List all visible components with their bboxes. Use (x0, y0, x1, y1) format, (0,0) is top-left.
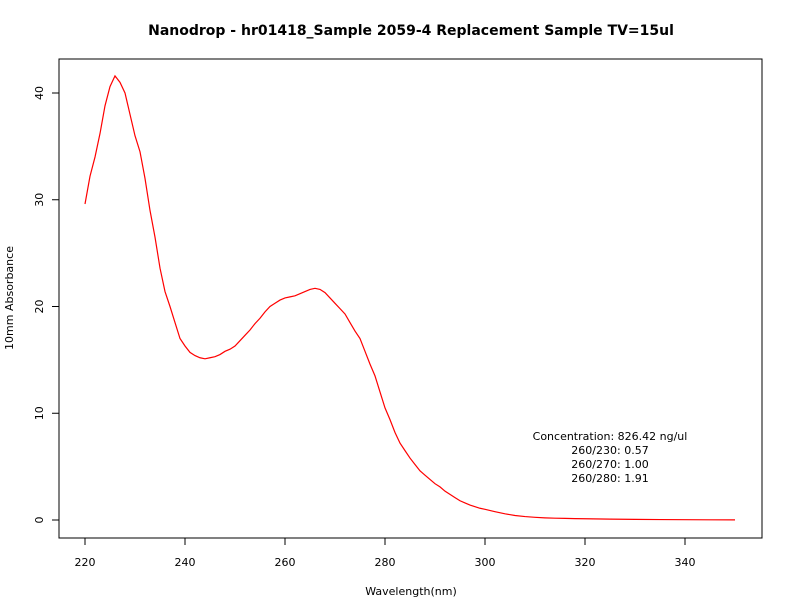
x-tick-label: 320 (575, 556, 596, 569)
x-tick-label: 300 (475, 556, 496, 569)
x-tick-label: 220 (75, 556, 96, 569)
x-tick-label: 240 (175, 556, 196, 569)
concentration-text: Concentration: 826.42 ng/ul (533, 430, 688, 443)
x-axis-label: Wavelength(nm) (365, 585, 457, 598)
y-tick-label: 20 (33, 300, 46, 314)
x-tick-label: 340 (675, 556, 696, 569)
y-tick-label: 30 (33, 193, 46, 207)
absorbance-series-line (84, 74, 736, 521)
y-axis-ticks: 0 10 20 30 40 (33, 86, 59, 524)
sample-metrics: Concentration: 826.42 ng/ul 260/230: 0.5… (533, 430, 688, 485)
series-group (84, 74, 736, 521)
x-axis-ticks: 220 240 260 280 300 320 340 (75, 538, 696, 569)
ratio-260-230-text: 260/230: 0.57 (571, 444, 648, 457)
y-tick-label: 40 (33, 86, 46, 100)
chart-title: Nanodrop - hr01418_Sample 2059-4 Replace… (148, 23, 674, 39)
y-axis-label: 10mm Absorbance (3, 246, 16, 350)
plot-frame (58, 58, 763, 539)
x-tick-label: 260 (275, 556, 296, 569)
x-tick-label: 280 (375, 556, 396, 569)
ratio-260-280-text: 260/280: 1.91 (571, 472, 648, 485)
y-tick-label: 0 (33, 517, 46, 524)
y-tick-label: 10 (33, 406, 46, 420)
ratio-260-270-text: 260/270: 1.00 (571, 458, 648, 471)
